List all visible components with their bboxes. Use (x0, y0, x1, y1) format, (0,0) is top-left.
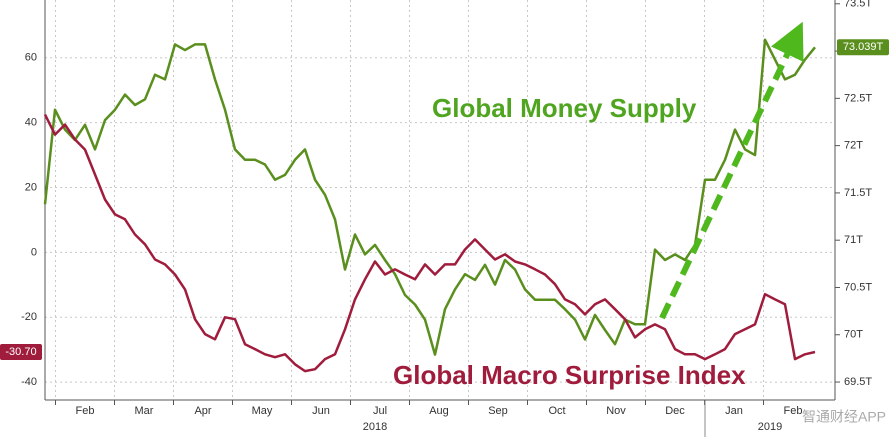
x-tick-label: Jun (312, 405, 330, 417)
y2-tick-label: 69.5T (844, 376, 872, 388)
x-tick-label: Apr (194, 405, 211, 417)
x-tick-label: Aug (429, 405, 449, 417)
x-tick-label: Mar (135, 405, 154, 417)
x-tick-label: Feb (784, 405, 803, 417)
value-badge (837, 39, 889, 56)
series-line (43, 113, 816, 373)
year-label: 2018 (363, 421, 387, 433)
trend-arrow (659, 21, 804, 320)
series-line (43, 38, 816, 356)
value-badge-label: -30.70 (5, 346, 36, 358)
y-tick-label: 0 (31, 246, 37, 258)
y2-tick-label: 71T (844, 234, 863, 246)
y2-tick-label: 71.5T (844, 187, 872, 199)
series-annotation: Global Macro Surprise Index (393, 360, 746, 390)
x-tick-label: Nov (606, 405, 626, 417)
value-badge-label: 73.039T (843, 41, 884, 53)
watermark: 智通财经APP (802, 409, 886, 425)
x-tick-label: Jan (725, 405, 743, 417)
y-tick-label: -20 (21, 311, 37, 323)
x-tick-label: Feb (76, 405, 95, 417)
year-label: 2019 (758, 421, 782, 433)
y-tick-label: 40 (25, 117, 37, 129)
x-tick-label: Oct (548, 405, 565, 417)
series-annotation: Global Money Supply (432, 93, 697, 123)
y2-tick-label: 70.5T (844, 281, 872, 293)
x-tick-label: May (252, 405, 273, 417)
y2-tick-label: 72T (844, 140, 863, 152)
x-tick-label: Dec (665, 405, 685, 417)
x-tick-label: Sep (488, 405, 508, 417)
y2-tick-label: 72.5T (844, 92, 872, 104)
y-tick-label: -40 (21, 376, 37, 388)
y2-tick-label: 70T (844, 329, 863, 341)
x-tick-label: Jul (373, 405, 387, 417)
y-tick-label: 20 (25, 181, 37, 193)
y2-tick-label: 73.5T (844, 0, 872, 10)
value-badge (0, 343, 42, 360)
y-tick-label: 60 (25, 52, 37, 64)
